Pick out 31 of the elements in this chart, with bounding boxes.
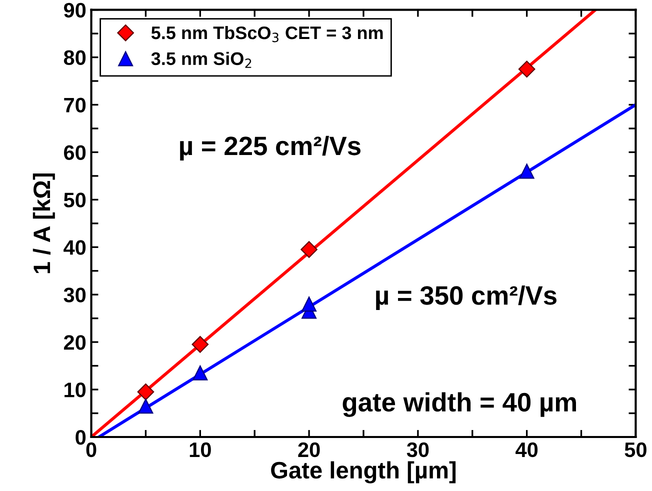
y-tick-label: 80 [64,50,86,66]
y-tick-label: 0 [76,430,86,445]
y-tick-label: 20 [64,335,86,350]
x-tick-label: 50 [624,442,646,458]
annotation: µ = 225 cm²/Vs [180,136,360,161]
point [519,164,534,179]
y-tick-label: 30 [64,288,86,302]
x-tick-label: 10 [190,442,211,458]
x-tick-label: 0 [86,442,96,458]
x-tick-label: 20 [298,442,320,458]
x-tick-label: 30 [406,442,429,458]
point [518,60,536,78]
point [300,241,318,258]
point [192,365,208,380]
y-tick-label: 70 [64,98,86,112]
point [302,296,317,312]
point [192,336,209,353]
x-tick-label: 40 [516,442,538,458]
annotation: µ = 350 cm²/Vs [376,285,556,310]
point [137,383,154,400]
y-tick-label: 60 [64,145,86,160]
annotation: gate width = 40 µm [342,392,576,417]
y-tick-label: 50 [64,192,86,208]
y-axis-title: 1 / A [kΩ] [32,174,55,274]
legend-label: 3.5 nm SiO$_{2}$ [151,52,252,68]
y-tick-label: 40 [64,240,86,255]
y-tick-label: 10 [64,382,86,398]
point [138,398,154,414]
y-tick-label: 90 [64,2,86,18]
legend-label: 5.5 nm TbScO$_{3}$ CET = 3 nm [151,26,383,42]
x-axis-title: Gate length [µm] [271,461,456,484]
